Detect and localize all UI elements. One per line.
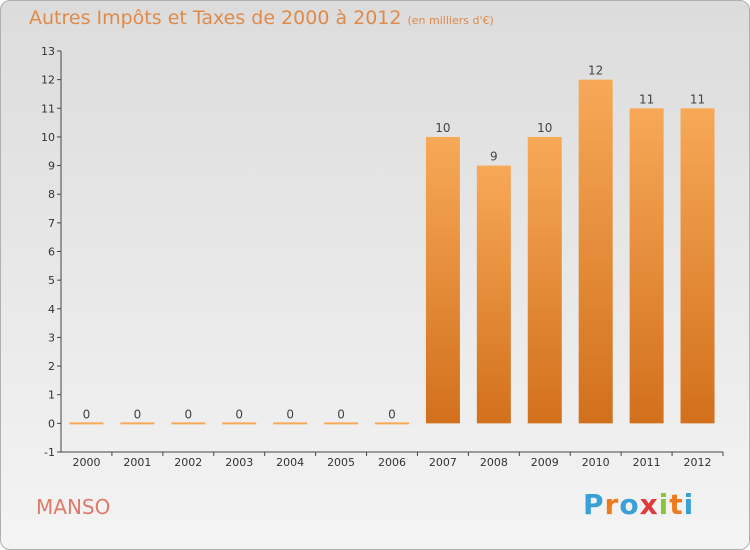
bar (629, 108, 664, 424)
chart-title-text: Autres Impôts et Taxes de 2000 à 2012 (29, 7, 402, 29)
data-label: 0 (337, 407, 345, 421)
y-tick-label: 8 (48, 188, 55, 201)
data-label: 0 (83, 407, 91, 421)
y-tick-label: 9 (48, 160, 55, 173)
chart-title: Autres Impôts et Taxes de 2000 à 2012 (en… (29, 7, 494, 29)
bar (222, 422, 257, 425)
y-tick-label: 3 (48, 331, 55, 344)
x-tick-label: 2006 (378, 456, 406, 469)
x-tick-label: 2000 (72, 456, 100, 469)
x-tick-label: 2010 (582, 456, 610, 469)
bar (680, 108, 715, 424)
brand-letter: o (619, 488, 640, 521)
y-tick-label: 10 (41, 131, 55, 144)
bar (120, 422, 155, 425)
y-tick-label: 5 (48, 274, 55, 287)
brand-letter: r (604, 488, 620, 521)
brand-letter: t (669, 488, 684, 521)
data-label: 0 (388, 407, 396, 421)
x-tick-label: 2011 (633, 456, 661, 469)
data-label: 0 (286, 407, 294, 421)
brand-letter: x (639, 488, 659, 521)
y-tick-label: 4 (48, 303, 55, 316)
y-tick-label: -1 (44, 446, 55, 459)
y-tick-label: 11 (41, 102, 55, 115)
data-label: 12 (588, 64, 603, 78)
y-tick-label: 0 (48, 417, 55, 430)
data-label: 11 (690, 92, 705, 106)
x-tick-label: 2008 (480, 456, 508, 469)
x-tick-label: 2007 (429, 456, 457, 469)
y-tick-label: 7 (48, 217, 55, 230)
x-tick-label: 2004 (276, 456, 304, 469)
y-tick-label: 12 (41, 74, 55, 87)
x-tick-label: 2001 (123, 456, 151, 469)
bar (69, 422, 104, 425)
y-tick-label: 2 (48, 360, 55, 373)
data-label: 0 (184, 407, 192, 421)
y-tick-label: 6 (48, 246, 55, 259)
data-label: 10 (435, 121, 450, 135)
bar (273, 422, 308, 425)
x-tick-label: 2005 (327, 456, 355, 469)
brand-letter: i (658, 488, 670, 521)
data-label: 0 (134, 407, 142, 421)
x-tick-label: 2002 (174, 456, 202, 469)
brand-letter: P (583, 488, 605, 521)
bar (171, 422, 206, 425)
data-label: 0 (235, 407, 243, 421)
y-tick-label: 1 (48, 389, 55, 402)
bar (425, 136, 460, 424)
data-label: 11 (639, 92, 654, 106)
proxiti-logo[interactable]: Proxiti (583, 488, 694, 521)
commune-name: MANSO (36, 495, 111, 519)
bar (476, 165, 511, 424)
y-tick-label: 13 (41, 45, 55, 58)
bar (324, 422, 359, 425)
x-tick-label: 2012 (684, 456, 712, 469)
data-label: 9 (490, 150, 498, 164)
bar (375, 422, 409, 425)
x-tick-label: 2003 (225, 456, 253, 469)
chart-title-unit: (en milliers d'€) (407, 14, 494, 27)
data-label: 10 (537, 121, 552, 135)
brand-letter: i (683, 488, 695, 521)
bar (527, 136, 562, 424)
bar (578, 79, 613, 424)
x-tick-label: 2009 (531, 456, 559, 469)
